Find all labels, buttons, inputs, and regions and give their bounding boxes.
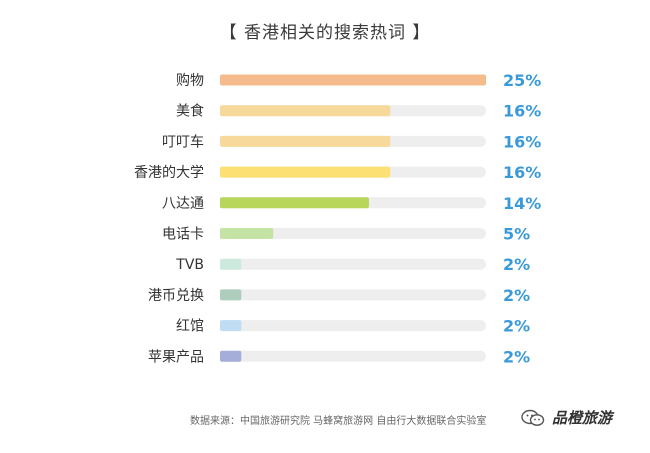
value-label: 2%	[503, 347, 530, 366]
category-label: 红馆	[176, 319, 204, 335]
chart-title: 【 香港相关的搜索热词 】	[219, 23, 431, 43]
value-label: 16%	[503, 132, 541, 151]
value-label: 16%	[503, 163, 541, 182]
category-label: 香港的大学	[134, 165, 204, 181]
bar-track	[220, 258, 486, 270]
category-label: 港币兑换	[148, 287, 204, 304]
bar	[220, 74, 486, 86]
category-label: 购物	[176, 73, 204, 89]
value-label: 16%	[503, 102, 541, 121]
bar-track	[220, 320, 486, 332]
value-label: 5%	[503, 225, 530, 244]
category-label: 电话卡	[162, 227, 204, 243]
category-label: TVB	[175, 257, 204, 273]
bar	[220, 166, 391, 178]
bar-track	[220, 289, 486, 301]
value-label: 2%	[503, 255, 530, 274]
bar	[220, 105, 391, 117]
bar	[220, 320, 242, 332]
value-label: 14%	[503, 194, 541, 213]
value-label: 25%	[503, 71, 541, 90]
bar	[220, 135, 391, 147]
category-label: 叮叮车	[162, 133, 204, 150]
bar	[220, 350, 242, 362]
category-label: 苹果产品	[148, 349, 204, 365]
bar	[220, 228, 274, 239]
value-label: 2%	[503, 317, 530, 336]
brand-name: 品橙旅游	[552, 409, 613, 427]
brand-watermark: 品橙旅游	[520, 407, 612, 428]
category-label: 八达通	[162, 196, 204, 212]
category-label: 美食	[176, 103, 204, 120]
bar	[220, 197, 369, 209]
bar	[220, 258, 242, 270]
wechat-icon	[520, 408, 546, 428]
bar	[220, 289, 242, 301]
data-source-note: 数据来源：中国旅游研究院 马蜂窝旅游网 自由行大数据联合实验室	[190, 416, 487, 427]
value-label: 2%	[503, 286, 530, 305]
bar-track	[220, 228, 486, 239]
bar-track	[220, 350, 486, 362]
